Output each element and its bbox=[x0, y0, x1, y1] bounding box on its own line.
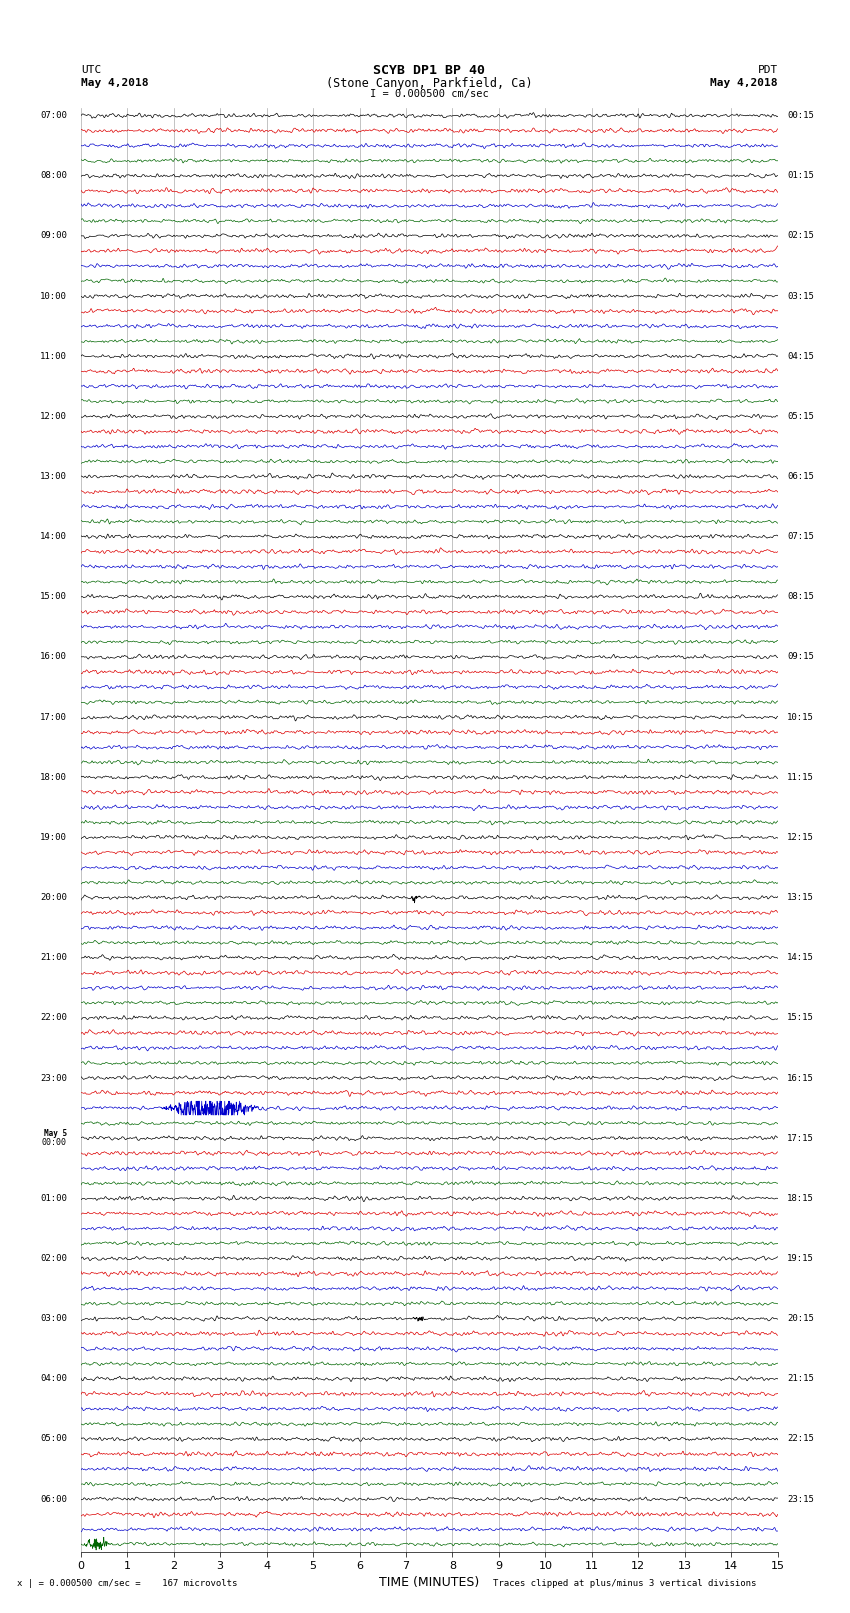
Text: 03:00: 03:00 bbox=[40, 1315, 67, 1323]
Text: 19:00: 19:00 bbox=[40, 832, 67, 842]
Text: x | = 0.000500 cm/sec =    167 microvolts: x | = 0.000500 cm/sec = 167 microvolts bbox=[17, 1579, 237, 1589]
Text: 14:15: 14:15 bbox=[787, 953, 814, 963]
Text: 17:15: 17:15 bbox=[787, 1134, 814, 1142]
Text: 05:00: 05:00 bbox=[40, 1434, 67, 1444]
Text: 15:00: 15:00 bbox=[40, 592, 67, 602]
Text: 21:15: 21:15 bbox=[787, 1374, 814, 1384]
Text: 13:15: 13:15 bbox=[787, 894, 814, 902]
Text: 10:00: 10:00 bbox=[40, 292, 67, 300]
Text: 20:00: 20:00 bbox=[40, 894, 67, 902]
Text: May 4,2018: May 4,2018 bbox=[81, 77, 148, 89]
Text: 13:00: 13:00 bbox=[40, 473, 67, 481]
Text: 10:15: 10:15 bbox=[787, 713, 814, 721]
Text: 05:15: 05:15 bbox=[787, 411, 814, 421]
Text: 03:15: 03:15 bbox=[787, 292, 814, 300]
Text: I = 0.000500 cm/sec: I = 0.000500 cm/sec bbox=[370, 89, 489, 100]
Text: 08:00: 08:00 bbox=[40, 171, 67, 181]
Text: May 5: May 5 bbox=[43, 1129, 67, 1139]
Text: 18:00: 18:00 bbox=[40, 773, 67, 782]
Text: 12:15: 12:15 bbox=[787, 832, 814, 842]
Text: 17:00: 17:00 bbox=[40, 713, 67, 721]
Text: 06:15: 06:15 bbox=[787, 473, 814, 481]
Text: 11:00: 11:00 bbox=[40, 352, 67, 361]
Text: 19:15: 19:15 bbox=[787, 1253, 814, 1263]
Text: 09:00: 09:00 bbox=[40, 231, 67, 240]
Text: 06:00: 06:00 bbox=[40, 1495, 67, 1503]
Text: 20:15: 20:15 bbox=[787, 1315, 814, 1323]
Text: 22:00: 22:00 bbox=[40, 1013, 67, 1023]
Text: 12:00: 12:00 bbox=[40, 411, 67, 421]
Text: 09:15: 09:15 bbox=[787, 652, 814, 661]
Text: 23:00: 23:00 bbox=[40, 1074, 67, 1082]
Text: 07:00: 07:00 bbox=[40, 111, 67, 119]
Text: 16:00: 16:00 bbox=[40, 652, 67, 661]
Text: SCYB DP1 BP 40: SCYB DP1 BP 40 bbox=[373, 63, 485, 77]
Text: 00:15: 00:15 bbox=[787, 111, 814, 119]
Text: 01:15: 01:15 bbox=[787, 171, 814, 181]
Text: 04:15: 04:15 bbox=[787, 352, 814, 361]
Text: (Stone Canyon, Parkfield, Ca): (Stone Canyon, Parkfield, Ca) bbox=[326, 76, 533, 90]
Text: 00:00: 00:00 bbox=[42, 1139, 67, 1147]
Text: 22:15: 22:15 bbox=[787, 1434, 814, 1444]
Text: 15:15: 15:15 bbox=[787, 1013, 814, 1023]
Text: 02:00: 02:00 bbox=[40, 1253, 67, 1263]
Text: 14:00: 14:00 bbox=[40, 532, 67, 540]
Text: 21:00: 21:00 bbox=[40, 953, 67, 963]
Text: UTC: UTC bbox=[81, 65, 101, 76]
X-axis label: TIME (MINUTES): TIME (MINUTES) bbox=[379, 1576, 479, 1589]
Text: 23:15: 23:15 bbox=[787, 1495, 814, 1503]
Text: 11:15: 11:15 bbox=[787, 773, 814, 782]
Text: 01:00: 01:00 bbox=[40, 1194, 67, 1203]
Text: 18:15: 18:15 bbox=[787, 1194, 814, 1203]
Text: PDT: PDT bbox=[757, 65, 778, 76]
Text: 04:00: 04:00 bbox=[40, 1374, 67, 1384]
Text: Traces clipped at plus/minus 3 vertical divisions: Traces clipped at plus/minus 3 vertical … bbox=[493, 1579, 756, 1589]
Text: 07:15: 07:15 bbox=[787, 532, 814, 540]
Text: 08:15: 08:15 bbox=[787, 592, 814, 602]
Text: 02:15: 02:15 bbox=[787, 231, 814, 240]
Text: 16:15: 16:15 bbox=[787, 1074, 814, 1082]
Text: May 4,2018: May 4,2018 bbox=[711, 77, 778, 89]
